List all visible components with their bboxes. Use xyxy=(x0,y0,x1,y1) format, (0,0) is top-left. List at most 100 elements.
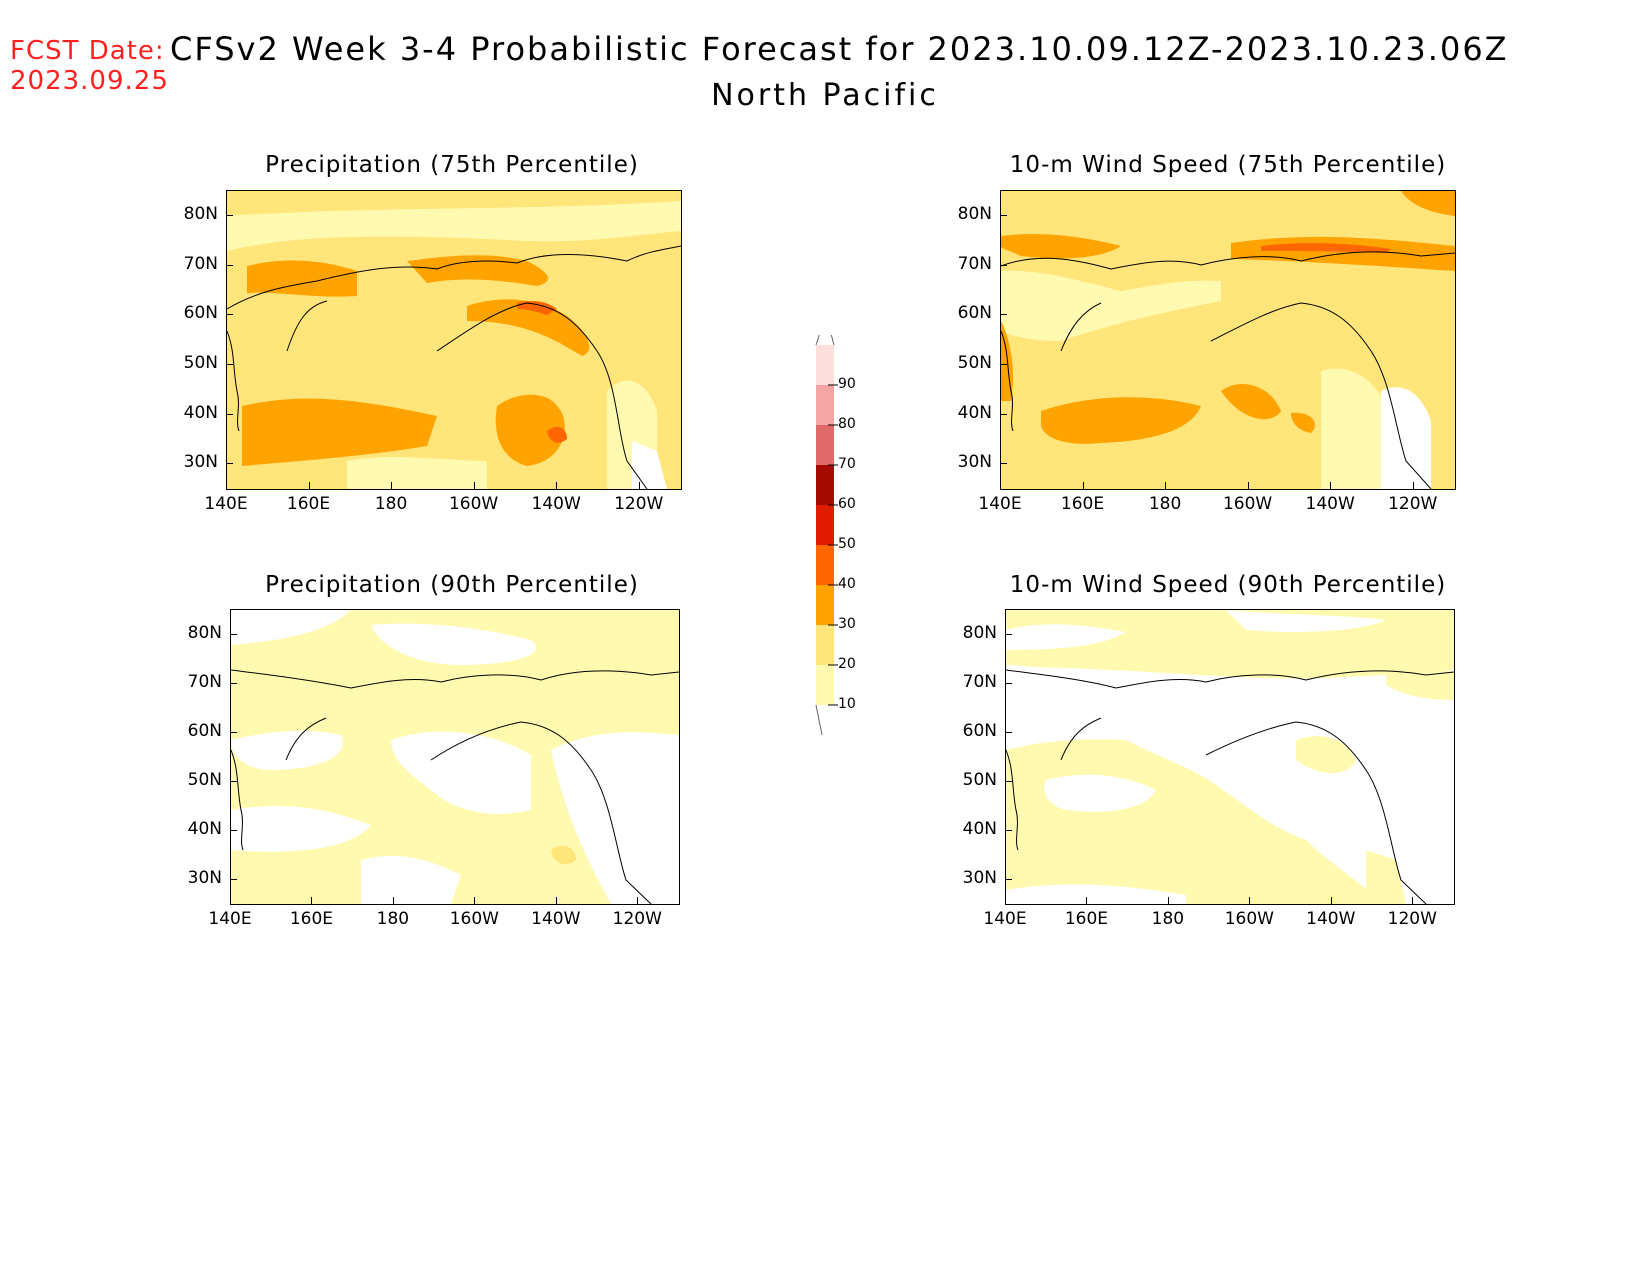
lon-tick-label: 140W xyxy=(531,494,581,514)
legend-swatch xyxy=(816,465,834,505)
legend-level-label: 90 xyxy=(838,376,856,392)
legend-level-label: 70 xyxy=(838,456,856,472)
lat-tick-mark xyxy=(1000,363,1007,365)
color-legend: 10 20 30 40 50 60 70 80 90 xyxy=(814,313,904,745)
panel-title-wind90: 10-m Wind Speed (90th Percentile) xyxy=(1009,572,1447,598)
lat-tick-label: 60N xyxy=(183,303,218,324)
lat-tick-mark xyxy=(230,682,237,684)
legend-swatch xyxy=(816,665,834,705)
lon-tick-label: 140E xyxy=(204,494,248,514)
lat-tick-mark xyxy=(226,314,233,316)
lat-tick-mark xyxy=(1000,463,1007,465)
lon-tick-label: 160E xyxy=(286,494,331,514)
lon-tick-mark xyxy=(311,897,313,904)
legend-level-label: 40 xyxy=(838,576,856,592)
lon-tick-label: 140E xyxy=(978,494,1022,514)
lon-tick-label: 140E xyxy=(208,909,252,929)
lat-tick-label: 70N xyxy=(962,671,997,692)
legend-level-label: 10 xyxy=(838,696,856,712)
lat-tick-mark xyxy=(1005,780,1012,782)
lon-tick-label: 140W xyxy=(1305,494,1355,514)
lon-tick-label: 120W xyxy=(612,909,662,929)
lat-tick-label: 50N xyxy=(183,352,218,373)
lat-tick-mark xyxy=(230,731,237,733)
panel-title-wind75: 10-m Wind Speed (75th Percentile) xyxy=(1009,152,1447,178)
lon-tick-mark xyxy=(1330,897,1332,904)
lon-tick-mark xyxy=(1082,482,1084,489)
lon-tick-mark xyxy=(638,482,640,489)
lon-tick-mark xyxy=(392,897,394,904)
lon-tick-label: 120W xyxy=(1388,494,1438,514)
map-precip75 xyxy=(226,190,682,490)
lon-tick-mark xyxy=(1167,897,1169,904)
lat-tick-mark xyxy=(1000,264,1007,266)
lon-tick-mark xyxy=(1000,482,1001,489)
lon-tick-mark xyxy=(1330,482,1332,489)
legend-level-label: 50 xyxy=(838,536,856,552)
lon-tick-mark xyxy=(391,482,393,489)
lon-tick-mark xyxy=(474,897,476,904)
lat-tick-mark xyxy=(230,633,237,635)
lon-tick-label: 140W xyxy=(531,909,581,929)
lat-tick-mark xyxy=(226,463,233,465)
lat-tick-label: 40N xyxy=(957,402,992,423)
lat-tick-label: 50N xyxy=(957,352,992,373)
lon-tick-label: 180 xyxy=(1151,909,1185,929)
lat-tick-mark xyxy=(1005,682,1012,684)
lat-tick-mark xyxy=(226,214,233,216)
region-subtitle: North Pacific xyxy=(711,78,939,113)
map-wind75 xyxy=(1000,190,1456,490)
lat-tick-label: 30N xyxy=(957,452,992,473)
lon-tick-mark xyxy=(1165,482,1167,489)
legend-swatch xyxy=(816,345,834,385)
lat-tick-label: 40N xyxy=(962,818,997,839)
lat-tick-label: 80N xyxy=(183,203,218,224)
legend-level-label: 80 xyxy=(838,416,856,432)
legend-swatch xyxy=(816,545,834,585)
lon-tick-label: 180 xyxy=(1148,494,1182,514)
legend-swatch xyxy=(816,385,834,425)
lon-tick-label: 140E xyxy=(983,909,1027,929)
lat-tick-mark xyxy=(226,363,233,365)
lat-tick-label: 30N xyxy=(962,867,997,888)
lat-tick-label: 40N xyxy=(187,818,222,839)
lon-tick-mark xyxy=(1005,897,1006,904)
lat-tick-label: 80N xyxy=(957,203,992,224)
legend-swatch xyxy=(816,425,834,465)
legend-swatch xyxy=(816,585,834,625)
lon-tick-label: 160W xyxy=(1224,909,1274,929)
lon-tick-mark xyxy=(1412,897,1414,904)
lon-tick-label: 140W xyxy=(1306,909,1356,929)
lat-tick-label: 80N xyxy=(187,622,222,643)
lon-tick-label: 120W xyxy=(614,494,664,514)
lat-tick-label: 30N xyxy=(183,452,218,473)
legend-level-label: 20 xyxy=(838,656,856,672)
lat-tick-mark xyxy=(226,264,233,266)
legend-level-label: 60 xyxy=(838,496,856,512)
lat-tick-mark xyxy=(230,829,237,831)
lon-tick-mark xyxy=(556,482,558,489)
lat-tick-label: 60N xyxy=(187,720,222,741)
lat-tick-label: 70N xyxy=(187,671,222,692)
panel-title-precip75: Precipitation (75th Percentile) xyxy=(265,152,639,178)
fcst-date: 2023.09.25 xyxy=(10,66,169,96)
fcst-label: FCST Date: xyxy=(10,36,165,66)
lon-tick-label: 120W xyxy=(1387,909,1437,929)
legend-swatch xyxy=(816,625,834,665)
lat-tick-mark xyxy=(1000,314,1007,316)
legend-bottom-cap xyxy=(815,704,823,736)
lon-tick-label: 160E xyxy=(289,909,334,929)
lon-tick-mark xyxy=(230,897,231,904)
lon-tick-mark xyxy=(1412,482,1414,489)
lon-tick-label: 160E xyxy=(1060,494,1105,514)
lat-tick-label: 70N xyxy=(957,253,992,274)
lat-tick-mark xyxy=(1005,633,1012,635)
lat-tick-label: 50N xyxy=(962,769,997,790)
lat-tick-label: 60N xyxy=(957,303,992,324)
lat-tick-mark xyxy=(230,878,237,880)
lon-tick-mark xyxy=(1249,897,1251,904)
lat-tick-label: 60N xyxy=(962,720,997,741)
lat-tick-mark xyxy=(230,780,237,782)
lon-tick-mark xyxy=(637,897,639,904)
lat-tick-mark xyxy=(1005,878,1012,880)
